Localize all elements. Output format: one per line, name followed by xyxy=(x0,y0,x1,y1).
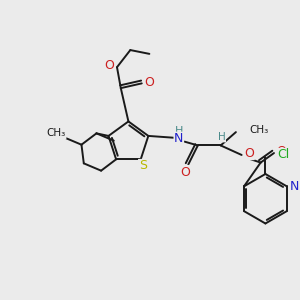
Text: O: O xyxy=(277,145,286,158)
Text: O: O xyxy=(144,76,154,89)
Text: O: O xyxy=(244,146,254,160)
Text: Cl: Cl xyxy=(277,148,289,161)
Text: O: O xyxy=(104,59,114,72)
Text: S: S xyxy=(139,160,147,172)
Text: O: O xyxy=(181,166,190,178)
Text: CH₃: CH₃ xyxy=(47,128,66,139)
Text: H: H xyxy=(218,132,226,142)
Text: N: N xyxy=(174,132,184,145)
Text: H: H xyxy=(175,126,183,136)
Text: CH₃: CH₃ xyxy=(249,125,268,135)
Text: N: N xyxy=(290,180,299,193)
